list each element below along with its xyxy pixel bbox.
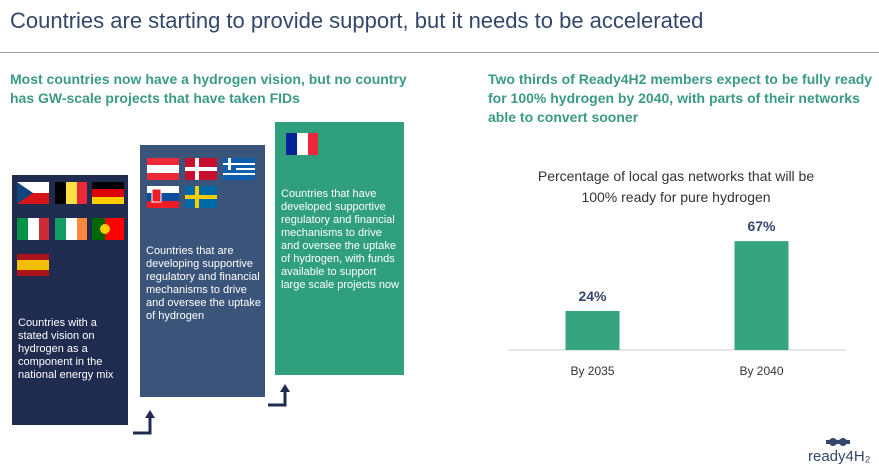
- bar: [565, 311, 620, 350]
- bar-chart: 24% By 2035 67% By 2040: [508, 218, 846, 378]
- flags: [17, 133, 318, 276]
- chart-title: Percentage of local gas networks that wi…: [537, 168, 815, 205]
- box-text: Countries that are developing supportive…: [146, 245, 261, 322]
- developed-box: Countries that have developed supportive…: [275, 122, 404, 375]
- x-tick-label: By 2035: [570, 364, 614, 378]
- logo-icon: [826, 438, 850, 446]
- bar: [734, 241, 789, 350]
- value-label: 67%: [747, 218, 776, 234]
- logo: ready4H₂: [808, 448, 871, 465]
- step-arrow: [133, 416, 152, 435]
- arrow-head: [280, 384, 290, 392]
- arrow-head: [145, 410, 155, 418]
- left-heading: Most countries now have a hydrogen visio…: [10, 71, 407, 106]
- box-text: Countries with a stated vision on hydrog…: [18, 317, 114, 381]
- slide-title: Countries are starting to provide suppor…: [10, 8, 704, 33]
- title-rule: [0, 52, 879, 53]
- right-heading: Two thirds of Ready4H2 members expect to…: [488, 71, 873, 125]
- vision-box: Countries with a stated vision on hydrog…: [12, 175, 128, 425]
- value-label: 24%: [578, 288, 607, 304]
- step-arrow: [268, 390, 287, 407]
- x-tick-label: By 2040: [739, 364, 783, 378]
- box-text: Countries that have developed supportive…: [281, 188, 400, 291]
